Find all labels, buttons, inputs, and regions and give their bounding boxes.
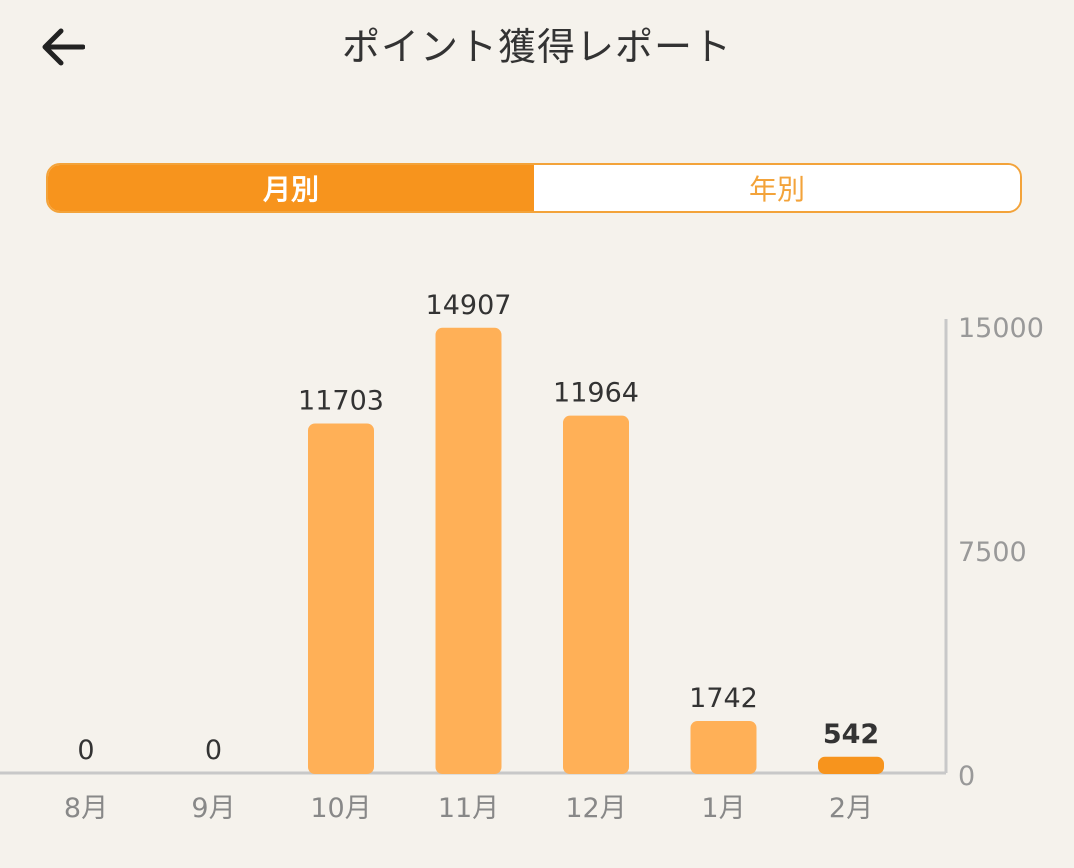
x-tick-label: 1月 [701,793,745,824]
value-label: 1742 [689,683,758,714]
bar-5 [563,415,629,774]
arrow-left-icon [42,28,85,66]
x-tick-label: 2月 [829,793,873,824]
y-tick-label: 0 [958,761,975,792]
value-label: 11703 [298,385,384,416]
y-tick-label: 15000 [958,313,1044,344]
value-label: 0 [205,735,222,766]
x-tick-label: 10月 [310,793,371,824]
x-tick-label: 8月 [64,793,108,824]
page-title: ポイント獲得レポート [341,25,732,69]
tab-yearly[interactable]: 年別 [534,165,1020,211]
chart-svg: 15000 7500 0 0 8月 0 9月 11703 10月 14907 11月 11964 12月… [0,290,1044,824]
bar-6 [690,720,757,774]
back-button[interactable] [32,22,92,72]
app-header: ポイント獲得レポート [0,0,1074,118]
bar-4 [435,327,502,774]
x-tick-label: 11月 [438,793,499,824]
period-toggle: 月別 年別 [46,163,1022,213]
bar-3 [308,423,374,774]
x-tick-label: 9月 [191,793,235,824]
bar-7 [818,756,884,774]
points-bar-chart: 15000 7500 0 0 8月 0 9月 11703 10月 14907 11月 11964 12月… [0,260,1074,860]
value-label: 542 [823,719,879,750]
tab-monthly[interactable]: 月別 [48,165,534,211]
value-label: 11964 [553,378,639,409]
value-label: 14907 [426,290,512,321]
value-label: 0 [77,735,94,766]
y-tick-label: 7500 [958,537,1027,568]
x-tick-label: 12月 [565,793,626,824]
